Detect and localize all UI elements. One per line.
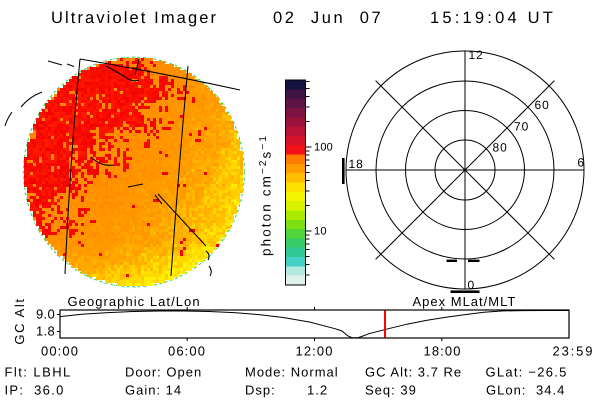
svg-text:1.8: 1.8 [36, 324, 55, 339]
svg-text:Flt: LBHL: Flt: LBHL [5, 364, 72, 379]
svg-text:GC Alt: 3.7 Re: GC Alt: 3.7 Re [365, 364, 462, 379]
svg-text:100: 100 [314, 141, 333, 153]
svg-text:80: 80 [493, 141, 508, 155]
svg-text:12: 12 [469, 48, 484, 62]
svg-text:GC Alt: GC Alt [12, 297, 27, 344]
svg-text:15:19:04 UT: 15:19:04 UT [430, 9, 556, 27]
svg-text:Mode: Normal: Mode: Normal [245, 364, 339, 379]
svg-text:02 Jun 07: 02 Jun 07 [273, 9, 383, 27]
svg-text:Gain: 14: Gain: 14 [125, 383, 182, 398]
svg-text:00:00: 00:00 [41, 344, 79, 359]
svg-text:18: 18 [349, 157, 364, 171]
svg-text:06:00: 06:00 [168, 344, 206, 359]
svg-text:6: 6 [577, 156, 584, 170]
svg-text:Door: Open: Door: Open [125, 364, 202, 379]
svg-text:Geographic Lat/Lon: Geographic Lat/Lon [68, 294, 201, 309]
svg-text:Seq: 39: Seq: 39 [365, 383, 417, 398]
svg-text:70: 70 [514, 120, 529, 134]
svg-text:Ultraviolet Imager: Ultraviolet Imager [51, 9, 218, 27]
svg-text:GLon:: GLon: [486, 383, 526, 398]
svg-text:GLat: −26.5: GLat: −26.5 [486, 364, 568, 379]
svg-text:9.0: 9.0 [36, 307, 55, 322]
svg-text:60: 60 [535, 98, 550, 112]
svg-text:0: 0 [468, 278, 475, 292]
svg-text:10: 10 [314, 225, 327, 237]
svg-text:IP: 36.0: IP: 36.0 [5, 383, 65, 398]
svg-text:34.4: 34.4 [536, 383, 565, 398]
svg-text:Dsp:: Dsp: [245, 383, 276, 398]
svg-text:23:59: 23:59 [553, 344, 595, 359]
svg-text:photon cm−2s−1: photon cm−2s−1 [258, 134, 274, 256]
svg-text:12:00: 12:00 [296, 344, 334, 359]
svg-text:1.2: 1.2 [307, 383, 328, 398]
svg-text:18:00: 18:00 [424, 344, 462, 359]
svg-text:Apex MLat/MLT: Apex MLat/MLT [413, 294, 517, 309]
